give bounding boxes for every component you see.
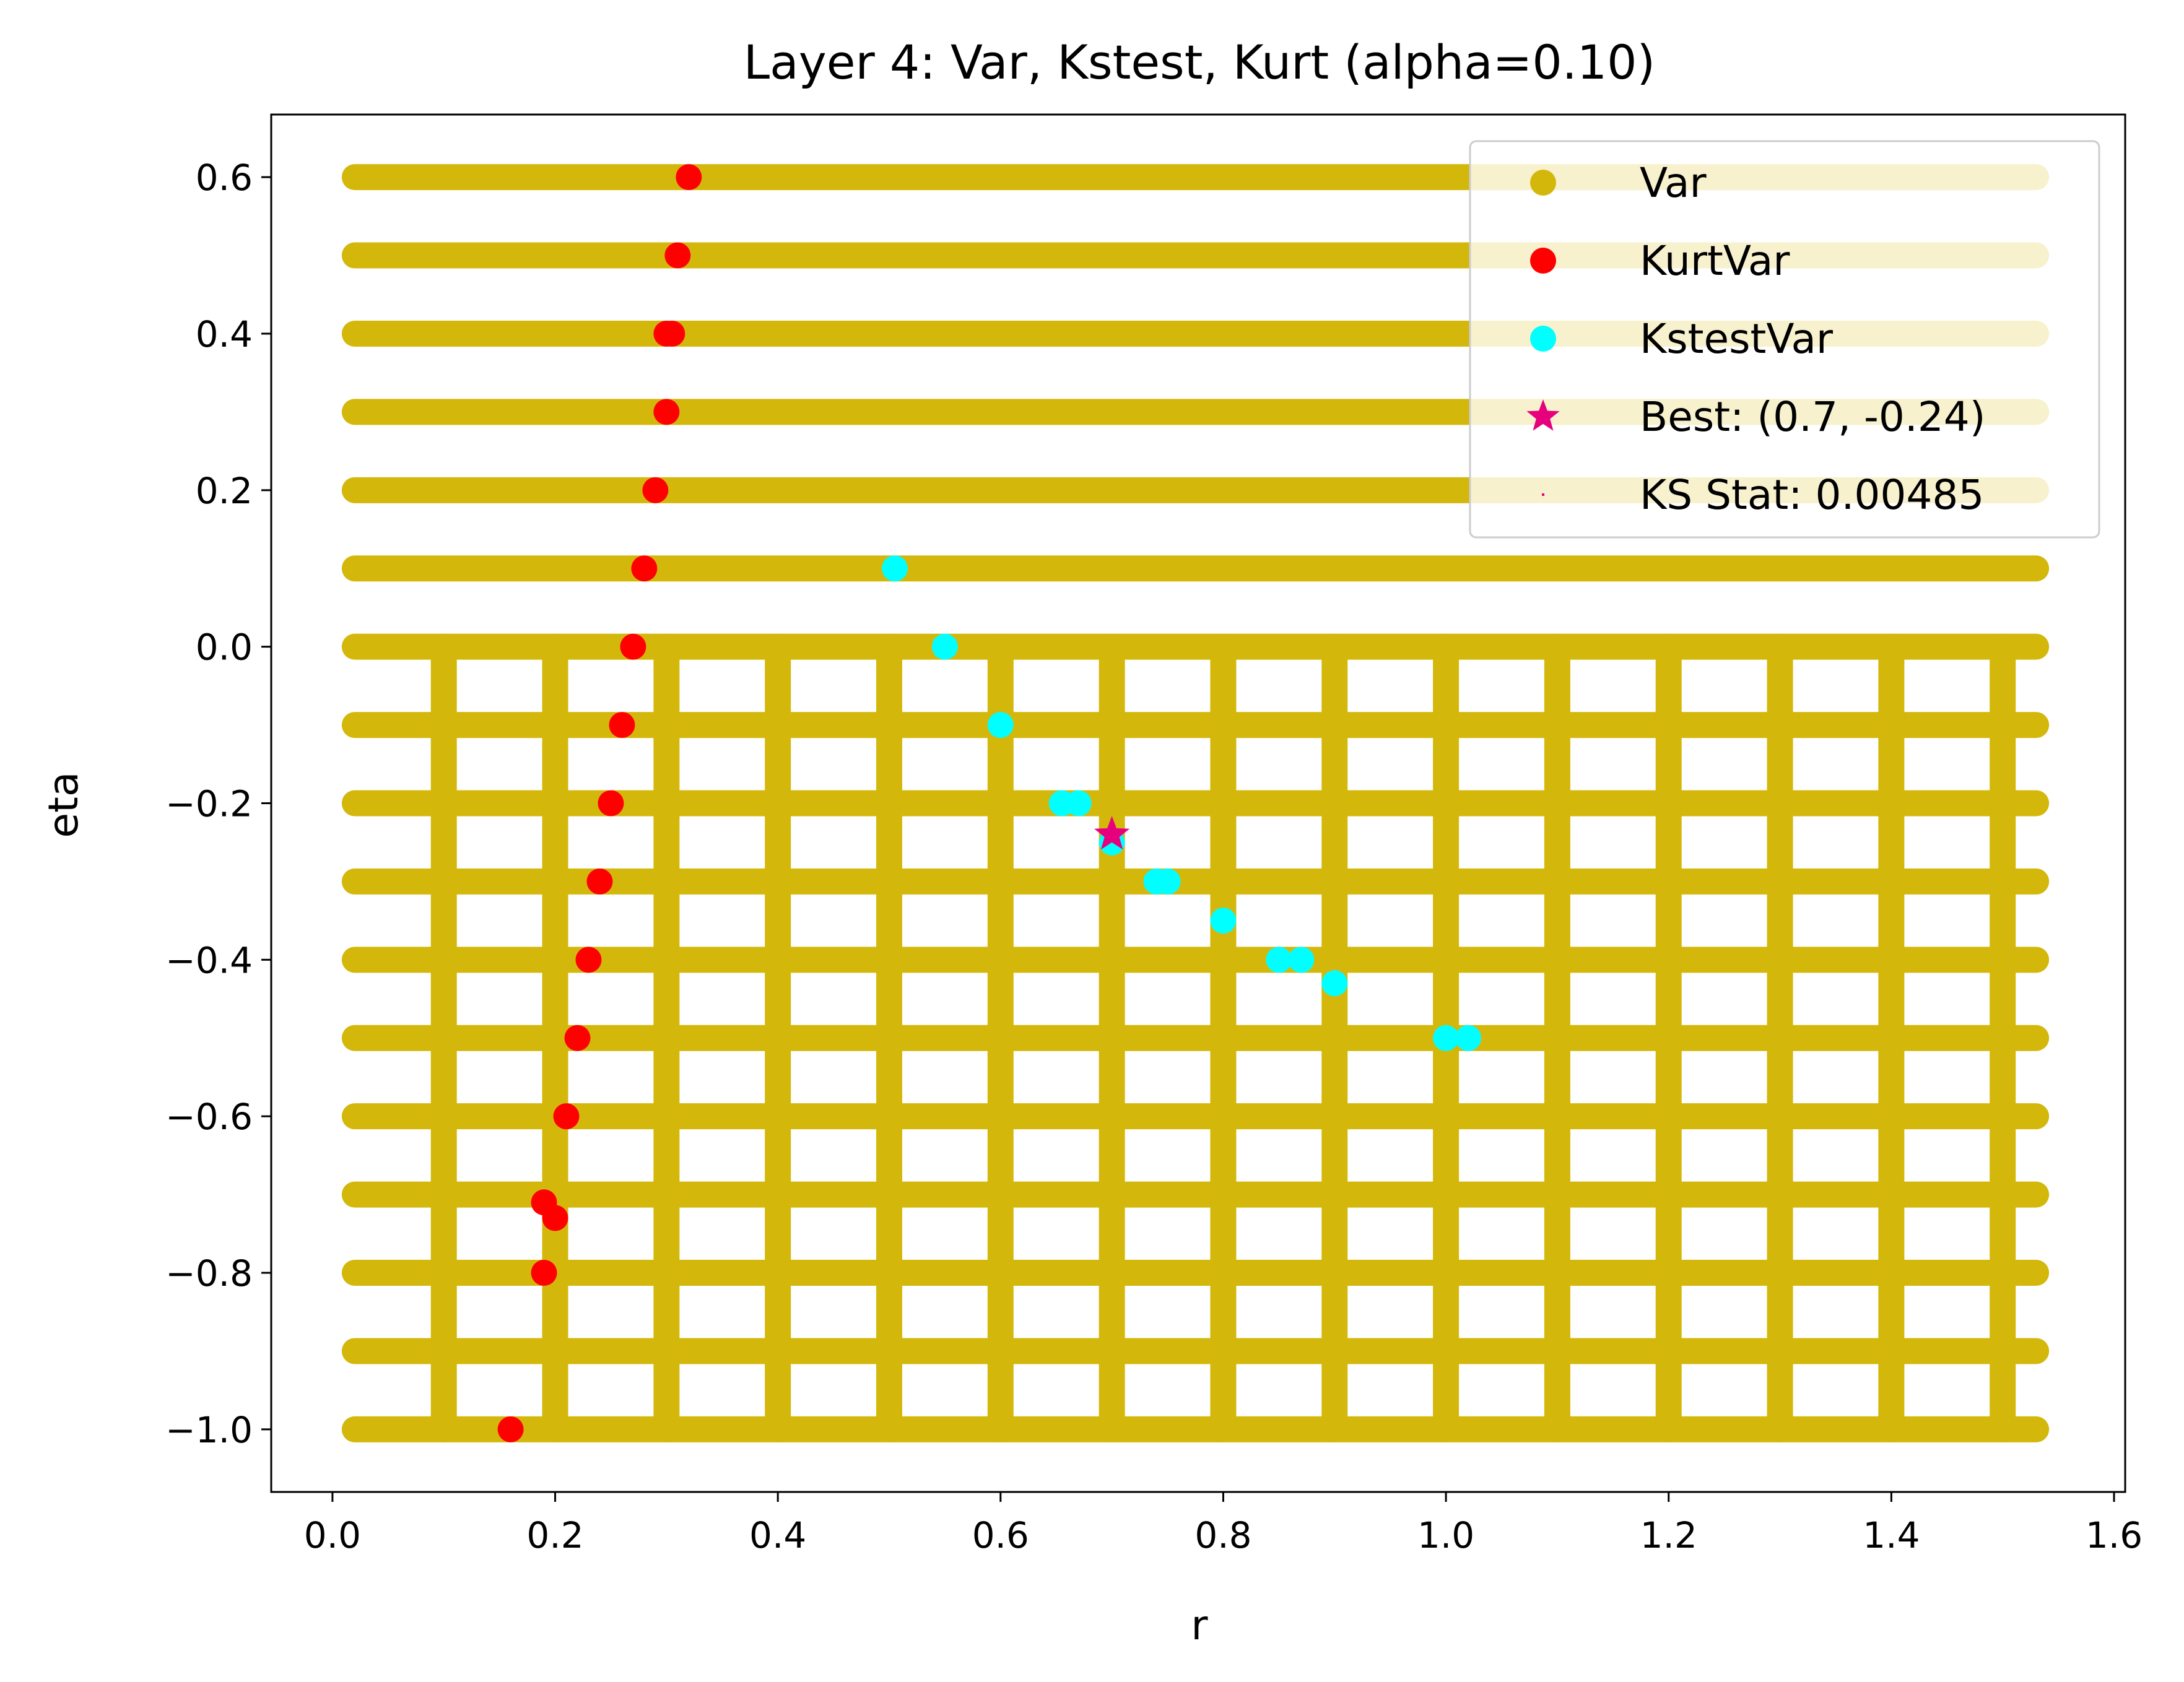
x-tick-label: 0.8 — [1194, 1514, 1251, 1556]
plot-area — [341, 164, 2050, 1442]
y-tick-label: −0.6 — [165, 1096, 253, 1138]
kstestvar-point-12 — [1433, 1025, 1460, 1051]
kurtvar-point-6 — [631, 555, 658, 582]
legend: Var KurtVar KstestVar Best: (0.7, -0.24) KS … — [1469, 140, 2100, 539]
kurtvar-point-3 — [659, 320, 685, 347]
x-tick-label: 1.4 — [1863, 1514, 1920, 1556]
y-tick-label: 0.6 — [196, 157, 253, 199]
kurtvar-point-17 — [497, 1416, 524, 1442]
legend-marker — [1530, 326, 1556, 352]
legend-label: KS Stat: 0.00485 — [1640, 471, 1984, 519]
kstestvar-point-9 — [1266, 947, 1292, 973]
kurtvar-point-10 — [586, 868, 613, 895]
y-tick-label: 0.4 — [196, 313, 253, 355]
best-point-star — [1094, 816, 1130, 850]
kstestvar-point-7 — [1154, 868, 1181, 895]
y-axis-ticks: 0.6 0.4 0.2 0.0 −0.2 −0.4 −0.6 −0.8 −1.0 — [165, 157, 271, 1451]
kurtvar-point-0 — [676, 164, 702, 191]
kstestvar-point-4 — [1065, 790, 1092, 817]
legend-marker — [1530, 248, 1556, 274]
x-tick-label: 0.0 — [304, 1514, 361, 1556]
kstestvar-point-1 — [931, 633, 958, 660]
y-tick-label: 0.2 — [196, 470, 253, 512]
kurtvar-point-13 — [553, 1103, 580, 1130]
y-tick-label: 0.0 — [196, 626, 253, 669]
kstestvar-point-10 — [1288, 947, 1315, 973]
kstestvar-point-0 — [881, 555, 908, 582]
legend-frame — [1469, 140, 2100, 539]
legend-marker — [1526, 399, 1560, 431]
kurtvar-point-8 — [609, 712, 635, 739]
x-tick-label: 0.6 — [972, 1514, 1029, 1556]
kurtvar-point-12 — [564, 1025, 591, 1051]
kstestvar-point-11 — [1321, 970, 1348, 997]
kurtvar-point-9 — [598, 790, 624, 817]
kstestvar-point-2 — [987, 712, 1014, 739]
kurtvar-point-4 — [653, 399, 680, 425]
y-tick-label: −0.4 — [165, 939, 253, 981]
kurtvar-point-11 — [575, 947, 602, 973]
kurtvar-point-7 — [620, 633, 646, 660]
x-axis-label: r — [1191, 1602, 1208, 1649]
legend-label: Best: (0.7, -0.24) — [1640, 393, 1986, 441]
legend-label: KurtVar — [1640, 237, 1790, 285]
kstestvar-point-13 — [1455, 1025, 1482, 1051]
x-tick-label: 0.2 — [526, 1514, 583, 1556]
x-tick-label: 1.6 — [2086, 1514, 2143, 1556]
kurtvar-point-15 — [542, 1205, 568, 1231]
x-tick-label: 0.4 — [749, 1514, 806, 1556]
kurtvar-point-1 — [664, 242, 691, 269]
kstestvar-point-8 — [1210, 908, 1237, 934]
x-axis-ticks: 0.0 0.2 0.4 0.6 0.8 1.0 1.2 1.4 1.6 — [304, 1492, 2143, 1556]
y-tick-label: −1.0 — [165, 1409, 253, 1451]
kurtvar-point-5 — [642, 477, 669, 503]
y-axis-label: eta — [40, 772, 87, 838]
chart-title: Layer 4: Var, Kstest, Kurt (alpha=0.10) — [744, 35, 1655, 90]
legend-marker — [1530, 170, 1556, 196]
y-tick-label: −0.8 — [165, 1252, 253, 1294]
legend-label: KstestVar — [1640, 315, 1834, 363]
legend-label: Var — [1640, 159, 1707, 207]
y-tick-label: −0.2 — [165, 783, 253, 825]
kurtvar-point-16 — [531, 1260, 557, 1286]
x-tick-label: 1.2 — [1640, 1514, 1697, 1556]
legend-marker — [1542, 493, 1544, 496]
x-tick-label: 1.0 — [1417, 1514, 1474, 1556]
